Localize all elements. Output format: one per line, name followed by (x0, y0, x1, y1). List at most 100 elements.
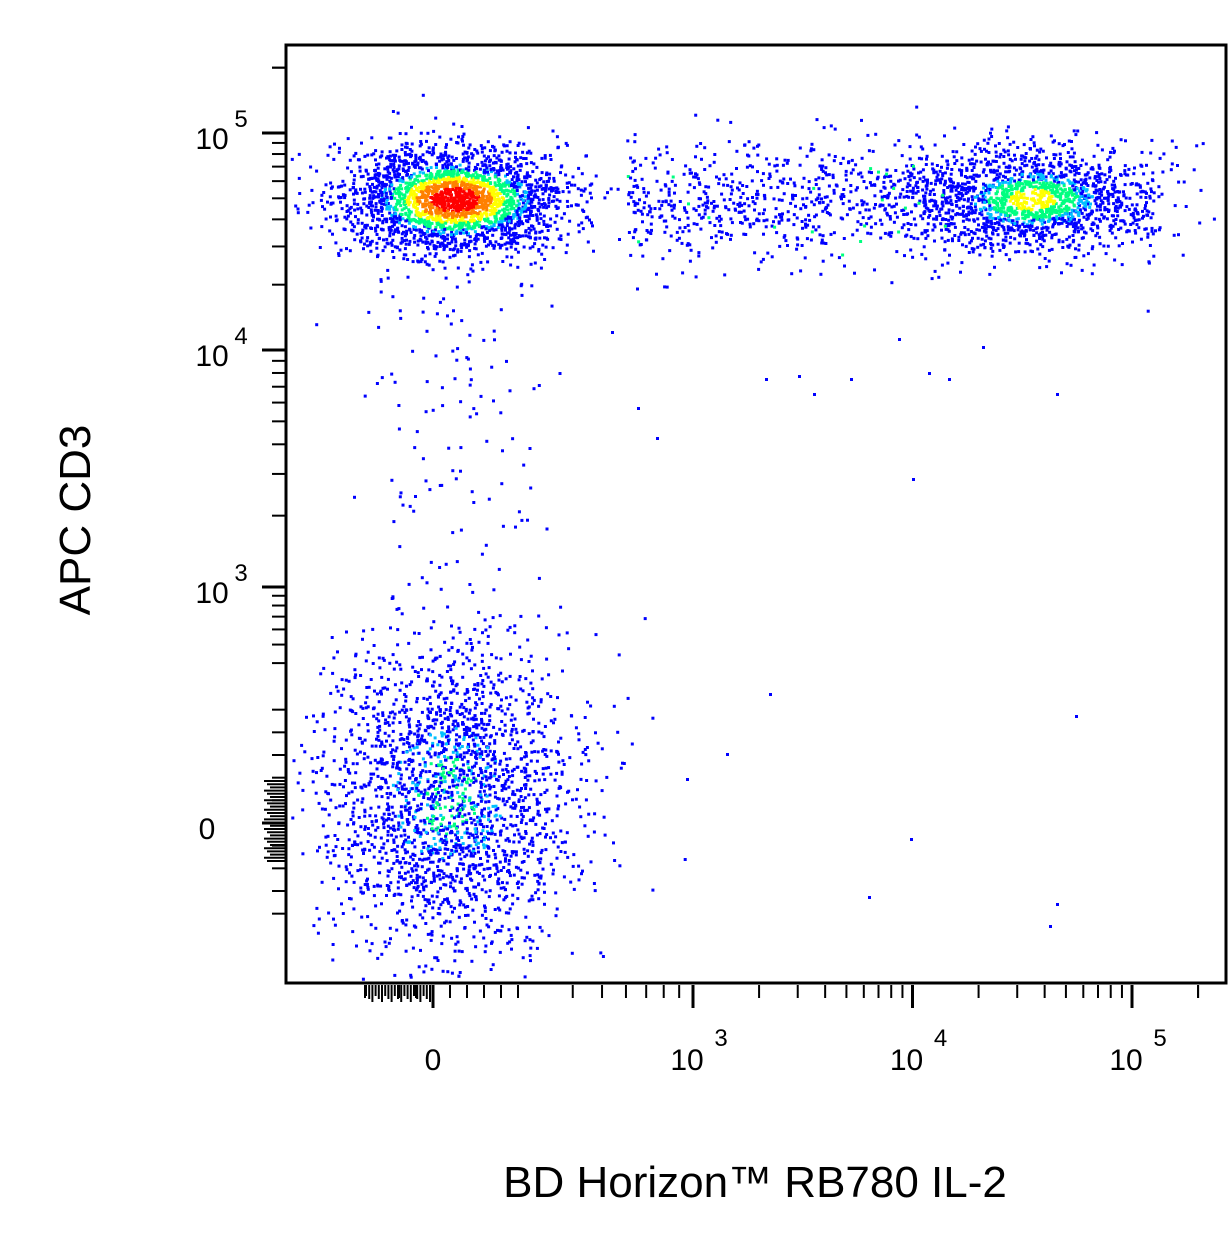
data-point (692, 175, 696, 179)
data-point (822, 241, 826, 245)
data-point (970, 149, 974, 153)
data-point (477, 185, 481, 189)
data-point (696, 177, 700, 181)
data-point (537, 221, 541, 225)
data-point (356, 221, 360, 225)
data-point (993, 222, 997, 225)
data-point (845, 213, 849, 217)
data-point (912, 176, 916, 180)
data-point (1070, 219, 1074, 223)
data-point (694, 175, 698, 179)
data-point (1009, 228, 1012, 232)
data-point (1064, 212, 1068, 216)
data-point (591, 224, 594, 228)
data-point (631, 191, 635, 195)
data-point (399, 204, 403, 208)
data-point (296, 211, 300, 215)
data-point (930, 162, 934, 166)
data-point (530, 189, 534, 193)
data-point (326, 200, 329, 204)
data-point (430, 153, 434, 157)
data-point (395, 216, 399, 220)
data-point (1086, 193, 1090, 197)
data-point (319, 198, 323, 202)
data-point (915, 181, 919, 185)
data-point (906, 222, 910, 225)
data-point (697, 254, 701, 258)
data-point (785, 161, 789, 165)
data-point (989, 131, 992, 135)
data-point (407, 161, 410, 165)
data-point (871, 149, 875, 153)
data-point (1081, 190, 1085, 193)
data-point (590, 196, 593, 200)
data-point (525, 151, 529, 155)
data-point (861, 216, 865, 220)
data-point (361, 174, 365, 178)
data-point (1026, 215, 1030, 219)
data-point (1023, 225, 1027, 229)
data-point (528, 235, 532, 239)
data-point (1001, 238, 1005, 242)
data-point (1079, 191, 1083, 195)
data-point (1004, 165, 1008, 169)
data-point (500, 227, 504, 231)
data-point (735, 149, 739, 153)
data-point (981, 194, 985, 198)
data-point (1068, 190, 1072, 193)
data-point (715, 175, 718, 179)
data-point (1172, 233, 1176, 237)
data-point (484, 200, 487, 204)
data-point (914, 204, 918, 208)
data-point (334, 241, 338, 245)
data-point (954, 200, 958, 203)
data-point (375, 186, 379, 190)
data-point (372, 152, 376, 156)
data-point (800, 244, 804, 247)
data-point (775, 163, 779, 167)
data-point (917, 156, 921, 160)
data-point (494, 188, 498, 192)
data-point (928, 199, 932, 203)
data-point (356, 218, 360, 222)
data-point (402, 200, 406, 204)
data-point (940, 200, 944, 204)
data-point (437, 221, 441, 225)
data-point (806, 223, 810, 227)
data-point (1028, 224, 1032, 228)
data-point (451, 188, 455, 191)
data-point (430, 203, 434, 207)
data-point (476, 177, 480, 181)
data-point (321, 205, 324, 209)
data-point (394, 214, 398, 218)
data-point (490, 212, 494, 216)
data-point (392, 256, 396, 259)
data-point (1131, 240, 1134, 244)
data-point (935, 175, 939, 179)
data-point (1058, 164, 1062, 168)
data-point (474, 239, 478, 243)
data-point (1019, 193, 1023, 197)
data-point (1025, 207, 1028, 211)
data-point (985, 163, 989, 166)
data-point (887, 203, 891, 207)
data-point (1004, 253, 1008, 257)
data-point (449, 227, 453, 231)
data-point (1072, 178, 1076, 182)
data-point (388, 158, 392, 162)
data-point (290, 157, 294, 161)
data-point (329, 186, 333, 190)
data-point (921, 168, 925, 172)
data-point (496, 194, 500, 198)
data-point (467, 225, 471, 229)
data-point (462, 221, 466, 225)
data-point (349, 170, 353, 174)
data-point (392, 223, 396, 227)
data-point (402, 169, 405, 172)
data-point (454, 180, 458, 184)
data-point (942, 183, 946, 187)
data-point (1036, 247, 1040, 251)
data-point (369, 241, 373, 245)
data-point (703, 168, 707, 171)
data-point (501, 260, 505, 263)
